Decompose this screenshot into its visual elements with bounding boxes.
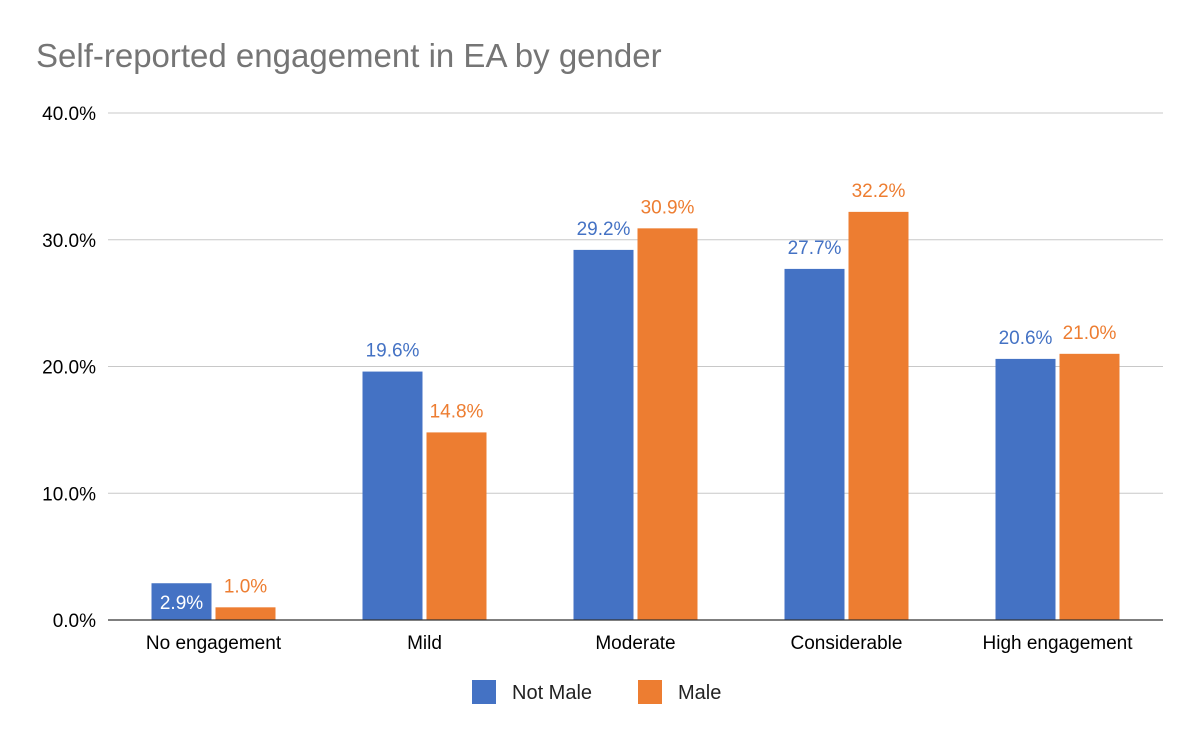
data-label: 19.6% [366, 341, 420, 362]
bar-not-male [573, 249, 634, 620]
gridlines [108, 112, 1163, 494]
legend-swatch [638, 680, 662, 704]
bar-male [848, 211, 909, 621]
data-label: 27.7% [788, 238, 842, 259]
bar-male [637, 228, 698, 620]
data-labels: 2.9% 1.0% 19.6% 14.8% 29.2% 30.9% 27.7% 32.2% 20… [160, 181, 1117, 614]
x-category-label: Mild [407, 633, 442, 654]
data-label: 30.9% [641, 197, 695, 218]
data-label: 14.8% [430, 401, 484, 422]
y-tick-label: 30.0% [42, 231, 96, 252]
legend: Not Male Male [472, 680, 721, 704]
bar-not-male [151, 583, 212, 620]
legend-swatch [472, 680, 496, 704]
y-tick-label: 0.0% [53, 611, 96, 632]
y-axis-ticks: 0.0% 10.0% 20.0% 30.0% 40.0% [42, 104, 96, 632]
data-label: 29.2% [577, 219, 631, 240]
data-label: 1.0% [224, 576, 267, 597]
data-label: 32.2% [852, 181, 906, 202]
y-tick-label: 10.0% [42, 484, 96, 505]
legend-label: Male [678, 682, 721, 704]
chart-title: Self-reported engagement in EA by gender [36, 37, 662, 74]
y-tick-label: 20.0% [42, 358, 96, 379]
legend-label: Not Male [512, 682, 592, 704]
bar-not-male [995, 358, 1056, 620]
data-label: 20.6% [999, 328, 1053, 349]
x-category-label: High engagement [983, 633, 1134, 654]
bars [151, 211, 1120, 621]
data-label: 21.0% [1063, 323, 1117, 344]
bar-male [426, 432, 487, 620]
data-label: 2.9% [160, 593, 203, 614]
x-category-label: Moderate [595, 633, 675, 654]
x-axis-categories: No engagement Mild Moderate Considerable Hig… [146, 633, 1133, 654]
x-category-label: Considerable [791, 633, 903, 654]
bar-male [1059, 353, 1120, 620]
y-tick-label: 40.0% [42, 104, 96, 125]
bar-not-male [362, 371, 423, 620]
bar-male [215, 607, 276, 620]
bar-not-male [784, 268, 845, 620]
x-category-label: No engagement [146, 633, 282, 654]
